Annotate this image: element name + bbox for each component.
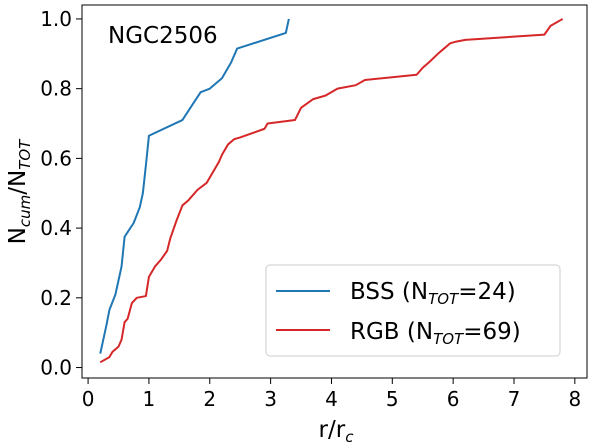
x-tick-label: 8 [568,387,581,411]
x-tick-label: 7 [508,387,521,411]
legend-label-rgb: RGB (NTOT=69) [350,319,521,348]
y-tick-label: 1.0 [40,7,72,31]
x-tick-label: 3 [264,387,277,411]
x-tick-label: 1 [143,387,156,411]
chart-annotation: NGC2506 [108,23,218,49]
ticks-layer: 0 1 2 3 4 5 6 7 8 0.0 0.2 0.4 0.6 0.8 1.0 [40,7,581,411]
y-tick-label: 0.2 [40,286,72,310]
y-axis-label: Ncum/NTOT [5,138,34,245]
series-layer [99,18,564,364]
series-line-bss [99,18,290,354]
y-tick-label: 0.6 [40,146,72,170]
y-tick-label: 0.0 [40,356,72,380]
series-line-rgb [99,18,564,364]
legend-label-bss: BSS (NTOT=24) [350,279,516,308]
y-tick-label: 0.4 [40,216,72,240]
x-tick-label: 0 [82,387,95,411]
x-tick-label: 4 [325,387,338,411]
x-tick-label: 2 [203,387,216,411]
x-axis-label: r/rc [319,417,355,446]
y-tick-label: 0.8 [40,77,72,101]
x-tick-label: 6 [447,387,460,411]
legend: BSS (NTOT=24) RGB (NTOT=69) [265,264,561,357]
legend-box [265,264,561,357]
x-tick-label: 5 [386,387,399,411]
